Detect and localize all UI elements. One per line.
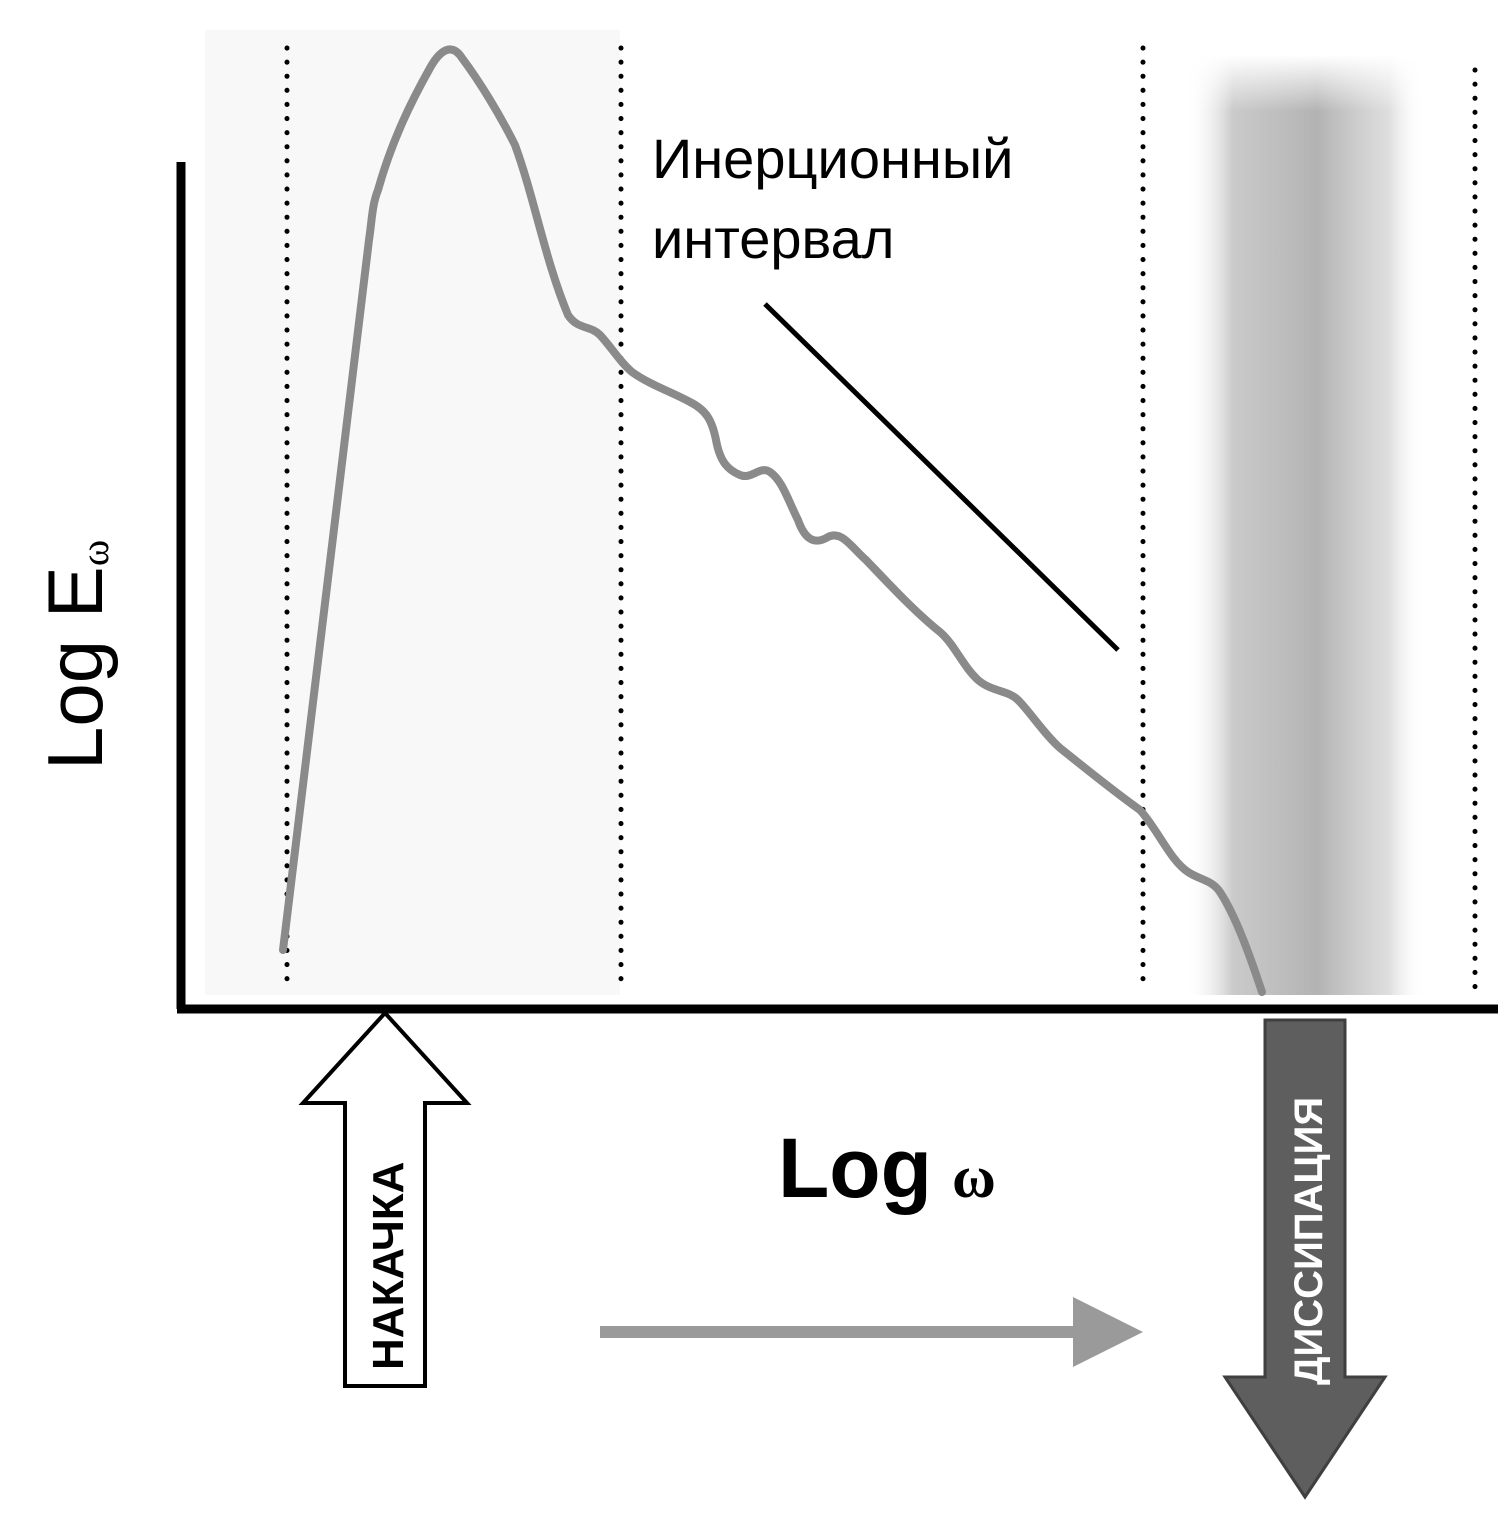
pump-range-band: [205, 30, 620, 995]
pump-arrow: [298, 1010, 472, 1388]
dissipation-band-top-fade: [1185, 55, 1425, 995]
dotted-boundaries: [284, 45, 1478, 993]
inertial-label-line1: Инерционный: [652, 127, 1013, 190]
spectrum-curve: [279, 45, 1266, 996]
y-axis-label-sub: ω: [72, 540, 117, 566]
inertial-slope-line: [763, 302, 1120, 652]
x-axis-label-main: Log: [778, 1121, 932, 1215]
x-axis-label-sub: ω: [952, 1144, 996, 1210]
inertial-label-line2: интервал: [652, 207, 894, 270]
y-axis-label: Log Eω: [31, 540, 119, 770]
x-axis-label: Log ω: [778, 1121, 996, 1215]
dissipation-label: ДИССИПАЦИЯ: [1287, 1097, 1331, 1385]
pump-label: НАКАЧКА: [364, 1162, 413, 1370]
transfer-arrow: [600, 1297, 1143, 1367]
y-axis-label-main: Log E: [31, 566, 119, 770]
transfer-arrow-head: [1073, 1297, 1143, 1367]
dissipation-arrow: [1222, 1018, 1388, 1500]
